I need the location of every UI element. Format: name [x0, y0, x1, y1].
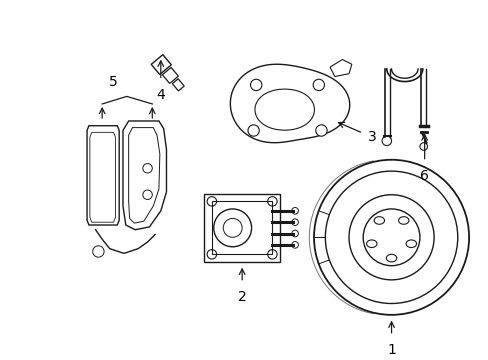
Circle shape — [142, 163, 152, 173]
Text: 3: 3 — [367, 130, 376, 144]
Circle shape — [291, 242, 298, 248]
Circle shape — [291, 207, 298, 214]
Text: 1: 1 — [386, 343, 395, 357]
Text: 5: 5 — [109, 75, 118, 89]
Circle shape — [291, 230, 298, 237]
Circle shape — [250, 79, 262, 91]
Circle shape — [93, 246, 104, 257]
Circle shape — [381, 136, 391, 145]
Circle shape — [315, 125, 326, 136]
Circle shape — [419, 143, 427, 150]
Text: 2: 2 — [237, 290, 246, 304]
Text: 4: 4 — [156, 88, 165, 102]
Circle shape — [291, 219, 298, 225]
Circle shape — [247, 125, 259, 136]
Text: 6: 6 — [419, 169, 428, 183]
Circle shape — [312, 79, 324, 91]
Circle shape — [142, 190, 152, 199]
